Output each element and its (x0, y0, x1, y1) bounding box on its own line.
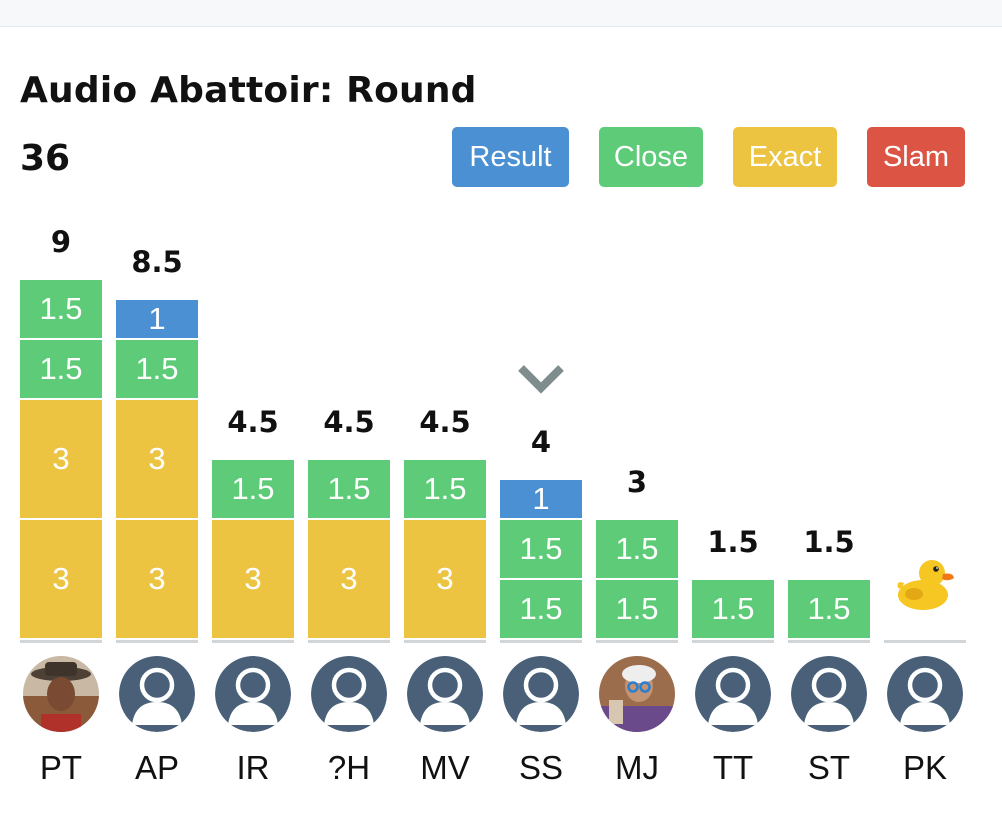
bar-baseline-IR (212, 640, 294, 643)
total-label-AP: 8.5 (131, 245, 183, 279)
total-label-?H: 4.5 (323, 405, 375, 439)
avatar-photo[interactable] (599, 656, 675, 732)
bar-segment-MJ-2[interactable]: 1.5 (596, 520, 678, 578)
legend-exact[interactable]: Exact (733, 127, 837, 187)
chevron-down-icon (516, 362, 566, 400)
bar-baseline-TT (692, 640, 774, 643)
bar-baseline-PK (884, 640, 966, 643)
bar-segment-PT-4[interactable]: 1.5 (20, 280, 102, 338)
total-label-MV: 4.5 (419, 405, 471, 439)
bar-segment-ST-1[interactable]: 1.5 (788, 580, 870, 638)
default-avatar-icon[interactable] (119, 656, 195, 732)
player-label-MV: MV (420, 749, 470, 786)
player-label-AP: AP (134, 749, 180, 786)
bar-baseline-AP (116, 640, 198, 643)
player-label-ST: ST (807, 749, 851, 786)
legend-close[interactable]: Close (599, 127, 703, 187)
player-label-PK: PK (902, 749, 948, 786)
default-avatar-icon[interactable] (695, 656, 771, 732)
bar-baseline-?H (308, 640, 390, 643)
bar-segment-SS-3[interactable]: 1 (500, 480, 582, 518)
bar-baseline-PT (20, 640, 102, 643)
default-avatar-icon[interactable] (503, 656, 579, 732)
bar-baseline-SS (500, 640, 582, 643)
default-avatar-icon[interactable] (791, 656, 867, 732)
bar-segment-MV-1[interactable]: 3 (404, 520, 486, 638)
default-avatar-icon[interactable] (887, 656, 963, 732)
default-avatar-icon[interactable] (311, 656, 387, 732)
total-label-PT: 9 (50, 225, 72, 259)
bar-segment-SS-2[interactable]: 1.5 (500, 520, 582, 578)
bar-segment-?H-2[interactable]: 1.5 (308, 460, 390, 518)
bar-segment-PT-1[interactable]: 3 (20, 520, 102, 638)
total-label-TT: 1.5 (707, 525, 759, 559)
bar-segment-?H-1[interactable]: 3 (308, 520, 390, 638)
bar-segment-TT-1[interactable]: 1.5 (692, 580, 774, 638)
total-label-SS: 4 (530, 425, 552, 459)
player-label-SS: SS (518, 749, 564, 786)
legend-slam[interactable]: Slam (867, 127, 965, 187)
bar-baseline-MJ (596, 640, 678, 643)
bar-segment-AP-2[interactable]: 3 (116, 400, 198, 518)
total-label-IR: 4.5 (227, 405, 279, 439)
player-label-?H: ?H (327, 749, 371, 786)
round-number: 36 (20, 138, 71, 179)
bar-segment-AP-4[interactable]: 1 (116, 300, 198, 338)
bar-segment-PT-2[interactable]: 3 (20, 400, 102, 518)
bar-segment-IR-2[interactable]: 1.5 (212, 460, 294, 518)
total-label-MJ: 3 (626, 465, 648, 499)
bar-baseline-ST (788, 640, 870, 643)
legend-result[interactable]: Result (452, 127, 569, 187)
bar-baseline-MV (404, 640, 486, 643)
player-label-IR: IR (236, 749, 270, 786)
bar-segment-MV-2[interactable]: 1.5 (404, 460, 486, 518)
avatar-photo[interactable] (23, 656, 99, 732)
bar-segment-AP-3[interactable]: 1.5 (116, 340, 198, 398)
player-label-MJ: MJ (615, 749, 659, 786)
bar-segment-MJ-1[interactable]: 1.5 (596, 580, 678, 638)
player-label-PT: PT (39, 749, 83, 786)
bar-segment-AP-1[interactable]: 3 (116, 520, 198, 638)
bar-segment-IR-1[interactable]: 3 (212, 520, 294, 638)
total-label-ST: 1.5 (803, 525, 855, 559)
default-avatar-icon[interactable] (215, 656, 291, 732)
top-strip (0, 0, 1002, 27)
bar-segment-PT-3[interactable]: 1.5 (20, 340, 102, 398)
page-title: Audio Abattoir: Round (20, 70, 477, 111)
player-label-TT: TT (712, 749, 754, 786)
default-avatar-icon[interactable] (407, 656, 483, 732)
rubber-duck-icon (892, 550, 956, 618)
bar-segment-SS-1[interactable]: 1.5 (500, 580, 582, 638)
